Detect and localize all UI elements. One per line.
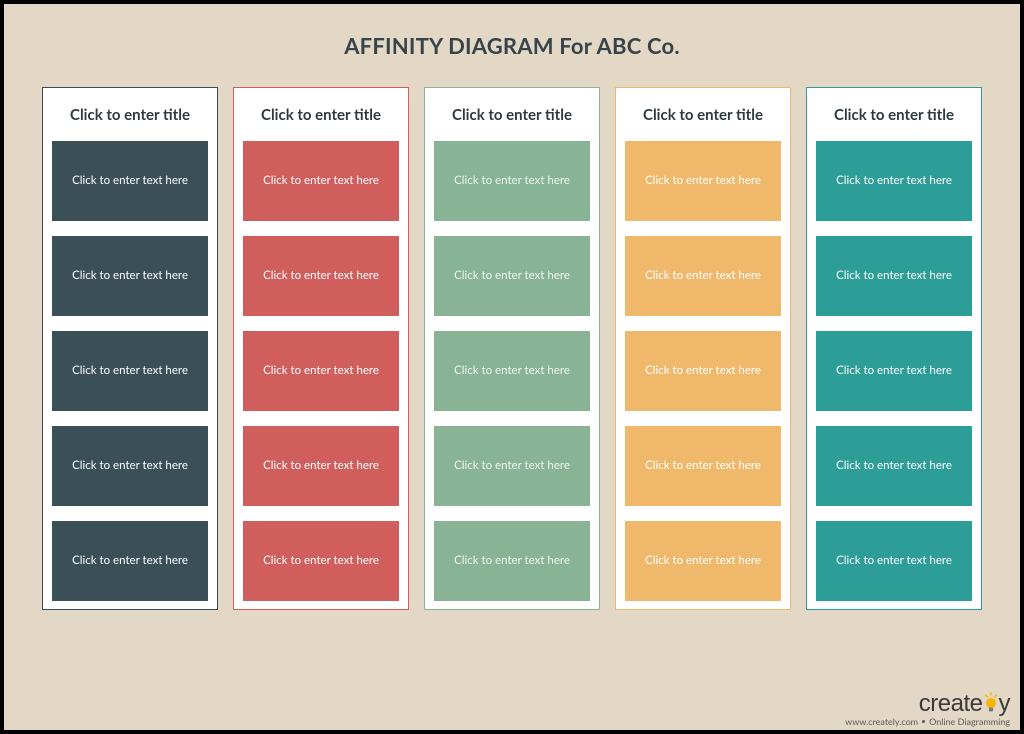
affinity-card[interactable]: Click to enter text here: [52, 141, 208, 221]
brand-logo: create y: [919, 692, 1010, 716]
affinity-card[interactable]: Click to enter text here: [52, 521, 208, 601]
column-title[interactable]: Click to enter title: [820, 88, 968, 141]
affinity-card[interactable]: Click to enter text here: [816, 426, 972, 506]
affinity-card[interactable]: Click to enter text here: [243, 331, 399, 411]
affinity-column: Click to enter titleClick to enter text …: [615, 87, 791, 610]
affinity-card[interactable]: Click to enter text here: [816, 331, 972, 411]
affinity-column: Click to enter titleClick to enter text …: [806, 87, 982, 610]
affinity-card[interactable]: Click to enter text here: [816, 521, 972, 601]
column-title[interactable]: Click to enter title: [247, 88, 395, 141]
columns-board: Click to enter titleClick to enter text …: [4, 87, 1020, 610]
affinity-card[interactable]: Click to enter text here: [434, 331, 590, 411]
cards-list: Click to enter text here Click to enter t…: [807, 141, 981, 601]
affinity-card[interactable]: Click to enter text here: [52, 426, 208, 506]
cards-list: Click to enter text here Click to enter t…: [425, 141, 599, 601]
column-title[interactable]: Click to enter title: [56, 88, 204, 141]
affinity-card[interactable]: Click to enter text here: [434, 236, 590, 316]
brand-tagline: Online Diagramming: [929, 717, 1010, 726]
branding-block: create y www.creately.com Online Diagram…: [845, 692, 1010, 726]
affinity-card[interactable]: Click to enter text here: [243, 426, 399, 506]
brand-subline: www.creately.com Online Diagramming: [845, 717, 1010, 726]
affinity-card[interactable]: Click to enter text here: [625, 331, 781, 411]
affinity-card[interactable]: Click to enter text here: [816, 141, 972, 221]
affinity-column: Click to enter titleClick to enter text …: [424, 87, 600, 610]
column-title[interactable]: Click to enter title: [629, 88, 777, 141]
affinity-card[interactable]: Click to enter text here: [625, 236, 781, 316]
diagram-title[interactable]: AFFINITY DIAGRAM For ABC Co.: [4, 32, 1020, 59]
affinity-card[interactable]: Click to enter text here: [625, 426, 781, 506]
affinity-card[interactable]: Click to enter text here: [243, 236, 399, 316]
affinity-card[interactable]: Click to enter text here: [816, 236, 972, 316]
affinity-card[interactable]: Click to enter text here: [52, 236, 208, 316]
affinity-card[interactable]: Click to enter text here: [625, 141, 781, 221]
affinity-card[interactable]: Click to enter text here: [52, 331, 208, 411]
canvas-frame: AFFINITY DIAGRAM For ABC Co. Click to en…: [4, 4, 1020, 730]
affinity-card[interactable]: Click to enter text here: [434, 426, 590, 506]
brand-name-left: create: [919, 692, 983, 716]
cards-list: Click to enter text here Click to enter t…: [234, 141, 408, 601]
affinity-column: Click to enter titleClick to enter text …: [233, 87, 409, 610]
separator-dot-icon: [922, 720, 925, 723]
affinity-card[interactable]: Click to enter text here: [243, 141, 399, 221]
affinity-card[interactable]: Click to enter text here: [243, 521, 399, 601]
affinity-column: Click to enter titleClick to enter text …: [42, 87, 218, 610]
column-title[interactable]: Click to enter title: [438, 88, 586, 141]
affinity-card[interactable]: Click to enter text here: [434, 141, 590, 221]
lightbulb-icon: [984, 692, 998, 716]
cards-list: Click to enter text here Click to enter t…: [43, 141, 217, 601]
brand-name-right: y: [999, 692, 1011, 716]
affinity-card[interactable]: Click to enter text here: [434, 521, 590, 601]
brand-url: www.creately.com: [845, 717, 918, 726]
affinity-card[interactable]: Click to enter text here: [625, 521, 781, 601]
cards-list: Click to enter text here Click to enter t…: [616, 141, 790, 601]
